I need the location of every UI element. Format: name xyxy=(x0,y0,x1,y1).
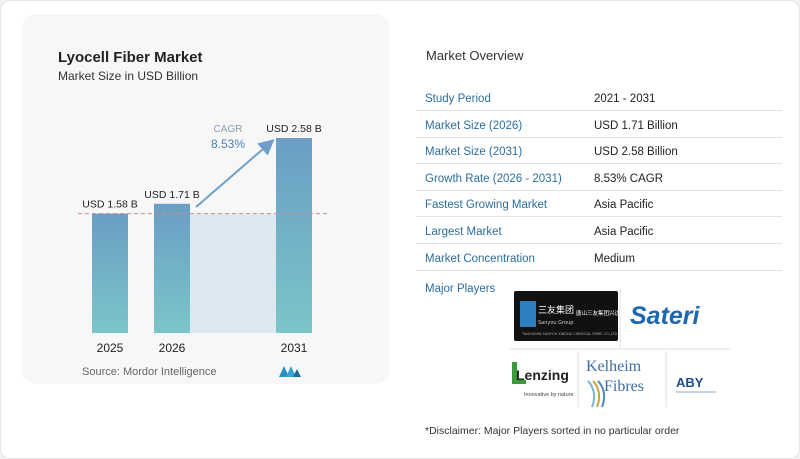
disclaimer-note: *Disclaimer: Major Players sorted in no … xyxy=(425,425,680,437)
data-label-2026: USD 1.71 B xyxy=(144,189,199,201)
overview-row-value: USD 2.58 Billion xyxy=(594,146,678,159)
overview-row: Largest Market Asia Pacific xyxy=(416,218,782,244)
overview-row-value: USD 1.71 Billion xyxy=(594,119,678,132)
market-overview-title: Market Overview xyxy=(426,48,524,63)
svg-text:Innovative by nature: Innovative by nature xyxy=(524,392,574,398)
bar-chart: USD 1.58 B 2025 USD 1.71 B 2026 USD 2.58 B 20… xyxy=(78,123,328,355)
overview-row-label: Market Size (2026) xyxy=(425,119,523,132)
mordor-logo-icon xyxy=(279,366,301,377)
sateri-logo: Sateri xyxy=(628,292,728,338)
svg-text:ABY: ABY xyxy=(676,375,704,390)
svg-text:Kelheim: Kelheim xyxy=(586,358,642,375)
cagr-arrow xyxy=(195,139,275,208)
overview-row: Fastest Growing Market Asia Pacific xyxy=(416,191,782,218)
overview-row-label: Growth Rate (2026 - 2031) xyxy=(425,172,562,185)
cagr-value: 8.53% xyxy=(211,137,245,151)
overview-row-value: 8.53% CAGR xyxy=(594,172,664,185)
x-tick-2026: 2026 xyxy=(159,341,186,355)
sanyou-logo: 三友集团 Sanyou Group 唐山三友集团兴达化纤 TANGSHAN SA… xyxy=(514,291,632,341)
major-players-label: Major Players xyxy=(425,283,496,295)
svg-text:唐山三友集团兴达化纤: 唐山三友集团兴达化纤 xyxy=(576,309,618,317)
players-grid xyxy=(510,289,730,407)
overview-row: Market Size (2031) USD 2.58 Billion xyxy=(416,138,782,165)
data-label-2031: USD 2.58 B xyxy=(266,123,321,135)
baseline-shade xyxy=(190,213,276,333)
x-tick-2025: 2025 xyxy=(97,341,124,355)
overview-row: Growth Rate (2026 - 2031) 8.53% CAGR xyxy=(416,165,782,191)
chart-subtitle: Market Size in USD Billion xyxy=(58,69,199,83)
overview-row-value: 2021 - 2031 xyxy=(594,93,656,105)
overview-row-value: Asia Pacific xyxy=(594,226,654,238)
kelheim-logo: Kelheim Fibres xyxy=(582,351,664,409)
overview-row-label: Market Concentration xyxy=(425,252,535,265)
data-label-2025: USD 1.58 B xyxy=(82,199,137,211)
overview-row-value: Medium xyxy=(594,252,635,265)
overview-row: Study Period 2021 - 2031 xyxy=(416,85,782,111)
overview-row: Market Concentration Medium xyxy=(416,245,782,271)
overview-row-label: Largest Market xyxy=(425,226,502,238)
overview-row-label: Fastest Growing Market xyxy=(425,199,548,212)
svg-text:Sanyou Group: Sanyou Group xyxy=(538,320,573,326)
x-tick-2031: 2031 xyxy=(281,341,308,355)
svg-text:Sateri: Sateri xyxy=(630,302,701,330)
svg-text:Fibres: Fibres xyxy=(604,378,644,395)
svg-text:三友集团: 三友集团 xyxy=(538,304,574,316)
overview-row: Market Size (2026) USD 1.71 Billion xyxy=(416,112,782,138)
source-note: Source: Mordor Intelligence xyxy=(82,366,217,378)
bar-2031 xyxy=(276,138,312,333)
overview-row-label: Study Period xyxy=(425,93,491,105)
bar-2025 xyxy=(92,213,128,333)
chart-title: Lyocell Fiber Market xyxy=(58,49,203,66)
bar-2026 xyxy=(154,203,190,333)
lenzing-logo: Lenzing Innovative by nature xyxy=(510,356,582,404)
aby-logo: ABY xyxy=(670,372,728,398)
sanyou-logo-icon: 三友集团 Sanyou Group 唐山三友集团兴达化纤 TANGSHAN SA… xyxy=(520,301,632,336)
svg-text:TANGSHAN SANYOU XINGDA CHEMICA: TANGSHAN SANYOU XINGDA CHEMICAL FIBRE CO… xyxy=(521,332,617,336)
overview-row-label: Market Size (2031) xyxy=(425,146,523,159)
svg-text:Lenzing: Lenzing xyxy=(516,367,569,383)
overview-row-value: Asia Pacific xyxy=(594,199,654,212)
cagr-label: CAGR xyxy=(214,124,243,135)
